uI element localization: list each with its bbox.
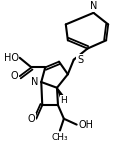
Text: O: O — [27, 114, 35, 124]
Text: O: O — [11, 71, 18, 81]
Text: S: S — [76, 55, 82, 65]
Text: CH₃: CH₃ — [51, 133, 68, 142]
Text: OH: OH — [78, 120, 93, 130]
Polygon shape — [56, 88, 65, 102]
Text: N: N — [89, 1, 96, 11]
Text: H: H — [60, 96, 67, 105]
Text: N: N — [31, 77, 38, 87]
Text: HO: HO — [4, 53, 18, 63]
